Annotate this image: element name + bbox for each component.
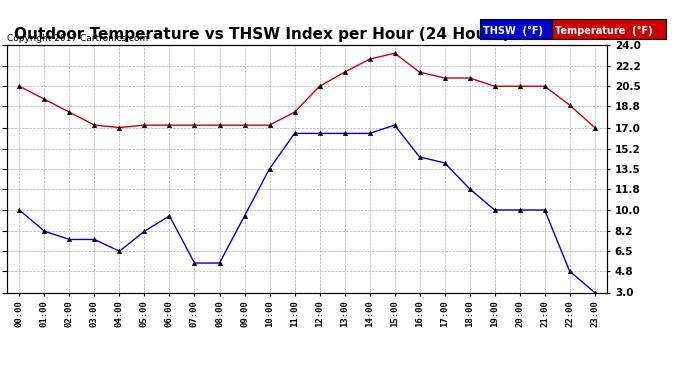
- Text: Temperature  (°F): Temperature (°F): [555, 26, 653, 36]
- Text: Copyright 2017 Cartronics.com: Copyright 2017 Cartronics.com: [7, 33, 148, 42]
- Title: Outdoor Temperature vs THSW Index per Hour (24 Hours) 20170112: Outdoor Temperature vs THSW Index per Ho…: [14, 27, 600, 42]
- Text: THSW  (°F): THSW (°F): [483, 26, 543, 36]
